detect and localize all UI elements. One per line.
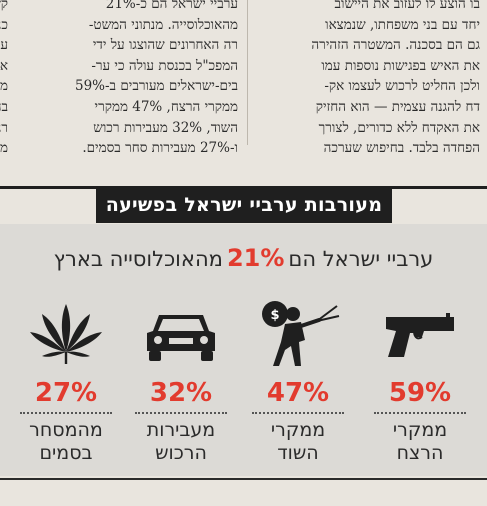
stat-label-line: בסמים [39, 442, 93, 464]
stat-label-line: מעבירות [146, 419, 216, 441]
stat-divider [135, 412, 227, 414]
article-line: עד [0, 37, 8, 54]
stat-label: מהמסחר בסמים [12, 419, 120, 465]
article-edge-column: קש כנ עד אי מנ בה רנ מנ [0, 0, 8, 159]
stat-murder: 59% ממקרי הרצח [366, 300, 474, 465]
article-line: מנ [0, 140, 8, 157]
article-line: השוד, 32% מעבירות רכוש [93, 119, 238, 136]
article-line: בים-ישראלים מעורבים ב-59% [74, 78, 238, 95]
gun-icon [366, 300, 474, 370]
article-line: גם הם בסכנה. המשטרה הזהירה [311, 37, 480, 54]
article-right-column: בו הוצע לו לעזוב את היישוב יחד עם בני מש… [258, 0, 480, 159]
article-line: רנ [0, 119, 8, 136]
article-line: רה האחרונים שהוצגו על ידי [92, 37, 238, 54]
stat-label-line: השוד [277, 442, 319, 464]
stat-divider [20, 412, 112, 414]
stat-divider [374, 412, 466, 414]
svg-text:$: $ [270, 308, 279, 323]
stat-property: 32% מעבירות הרכוש [127, 300, 235, 465]
article-line: ערביי ישראל הם כ-21% [105, 0, 238, 12]
infographic-headline: ערביי ישראל הם21%מהאוכלוסייה בארץ [0, 244, 487, 272]
stat-drugs: 27% מהמסחר בסמים [12, 300, 120, 465]
article-line: קש [0, 0, 8, 12]
stat-value: 47% [266, 378, 330, 408]
stat-value: 27% [34, 378, 98, 408]
car-icon [127, 300, 235, 370]
stat-label-line: מהמסחר [29, 419, 103, 441]
robber-icon: $ [244, 300, 352, 370]
stat-label: ממקרי הרצח [366, 419, 474, 465]
column-divider [247, 0, 248, 145]
headline-percent: 21% [226, 244, 285, 272]
article-line: ו-27% מעבירות סחר בסמים. [82, 140, 238, 157]
stat-label: מעבירות הרכוש [127, 419, 235, 465]
article-line: אי [0, 57, 8, 74]
article-line: מהאוכלוסייה. מנתוני המשט- [88, 16, 238, 33]
infographic-banner: מעורבות ערביי ישראל בפשיעה [96, 187, 392, 223]
article-line: הפחדה בלבד. בחיפוש שערכה [323, 140, 480, 157]
cannabis-leaf-icon [12, 300, 120, 370]
stat-value: 32% [149, 378, 213, 408]
article-line: כנ [0, 16, 8, 33]
bottom-rule [0, 478, 487, 480]
stat-label: ממקרי השוד [244, 419, 352, 465]
headline-after: מהאוכלוסייה בארץ [53, 247, 223, 271]
article-line: ולכן החליט לרכוש לעצמו אק- [324, 78, 480, 95]
article-line: את האיש בפגישות נוספות עמו [321, 57, 480, 74]
stat-label-line: הרצח [396, 442, 444, 464]
stat-value: 59% [388, 378, 452, 408]
stat-label-line: ממקרי [392, 419, 448, 441]
article-line: יחד עם בני משפחתו, שנמצאו [325, 16, 480, 33]
stat-label-line: ממקרי [270, 419, 326, 441]
stat-robbery: $ 47% ממקרי השוד [244, 300, 352, 465]
article-middle-column: ערביי ישראל הם כ-21% מהאוכלוסייה. מנתוני… [6, 0, 238, 159]
article-line: מנ [0, 78, 8, 95]
article-line: ממקרי הרצח, 47% ממקרי [94, 98, 238, 115]
infographic-panel [0, 224, 487, 476]
headline-before: ערביי ישראל הם [288, 247, 434, 271]
article-line: דח להגנה עצמית — הוא החזיק [315, 98, 480, 115]
stat-label-line: הרכוש [155, 442, 207, 464]
article-line: בה [0, 98, 8, 115]
article-line: המפכ"ל בכנסת עולה כי ער- [91, 57, 238, 74]
article-line: בו הוצע לו לעזוב את היישוב [334, 0, 481, 12]
stat-divider [252, 412, 344, 414]
article-line: את האקדח ללא כדורים, לצורך [318, 119, 480, 136]
